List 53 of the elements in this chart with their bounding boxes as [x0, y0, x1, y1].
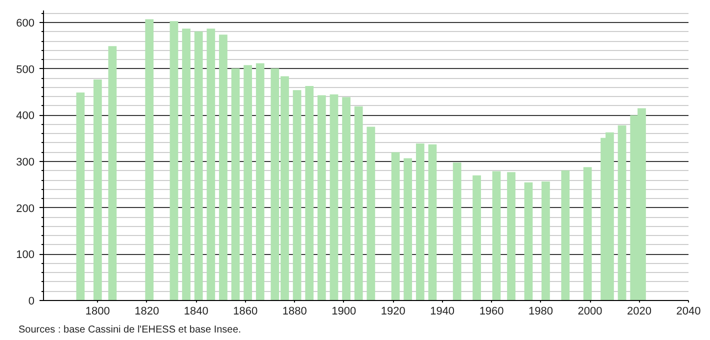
bar [219, 34, 228, 300]
bar [416, 143, 424, 300]
bar [583, 167, 592, 300]
bar [507, 172, 516, 300]
bar [76, 92, 85, 300]
x-tick-label: 1820 [134, 306, 160, 318]
x-tick-label: 1960 [479, 306, 504, 318]
y-tick-label: 300 [16, 156, 35, 169]
x-tick-label: 1800 [85, 306, 110, 318]
bar [524, 182, 533, 300]
bar [145, 19, 154, 300]
y-tick-label: 600 [16, 18, 35, 30]
x-tick-label: 1920 [380, 306, 406, 318]
bar [170, 21, 178, 300]
bar [366, 126, 376, 300]
bar [330, 94, 338, 300]
bar [292, 90, 302, 300]
x-tick-label: 1840 [184, 306, 208, 318]
bar [404, 158, 412, 300]
bar [561, 170, 570, 300]
y-tick-label: 400 [16, 110, 35, 122]
bar [472, 175, 481, 300]
bar [194, 31, 203, 300]
bar [428, 144, 437, 300]
bar [108, 46, 117, 300]
source-note: Sources : base Cassini de l'EHESS et base Insee. [18, 324, 242, 336]
bar [492, 171, 501, 300]
bar [342, 97, 350, 300]
x-tick-label: 1940 [430, 306, 455, 318]
x-tick-label: 1880 [282, 306, 307, 318]
bar [305, 86, 314, 300]
x-tick-label: 1900 [332, 306, 356, 318]
y-tick-label: 500 [16, 64, 35, 76]
x-tick-label: 1980 [528, 306, 554, 318]
bar [244, 65, 252, 300]
bar [542, 181, 550, 300]
y-tick-label: 100 [16, 249, 35, 262]
bar [391, 152, 400, 300]
x-tick-label: 1860 [233, 306, 258, 318]
bar [256, 63, 264, 300]
y-tick-label: 0 [28, 296, 35, 308]
bar [452, 162, 462, 300]
x-tick-label: 2000 [578, 306, 602, 318]
y-tick-label: 200 [16, 202, 35, 215]
bar [618, 125, 626, 300]
bar [182, 28, 190, 300]
bar [318, 95, 326, 300]
bar [231, 68, 240, 300]
x-tick-label: 2020 [627, 306, 652, 318]
bar [354, 106, 363, 300]
bar [206, 28, 216, 300]
bar [93, 80, 102, 300]
x-tick-label: 2040 [676, 306, 701, 318]
